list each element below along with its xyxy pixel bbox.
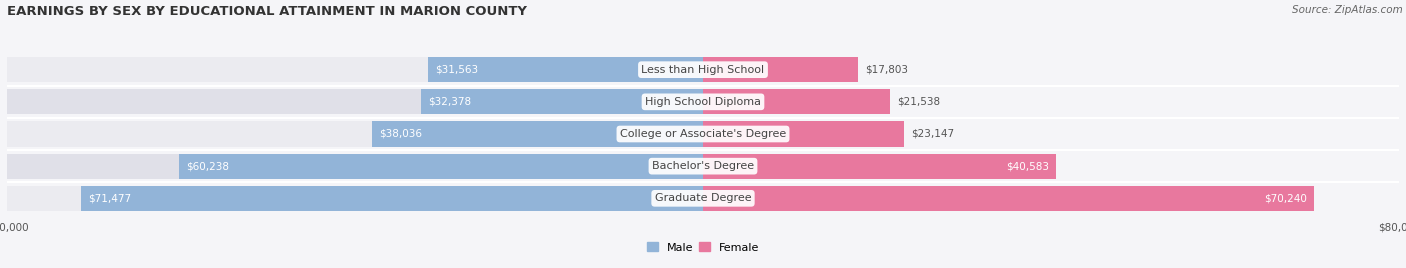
Bar (7, 57, 703, 82)
Text: Source: ZipAtlas.com: Source: ZipAtlas.com (1292, 5, 1403, 15)
Text: $32,378: $32,378 (429, 97, 471, 107)
Bar (703, 121, 904, 147)
Text: $71,477: $71,477 (89, 193, 131, 203)
Text: $23,147: $23,147 (911, 129, 955, 139)
Text: $60,238: $60,238 (186, 161, 229, 171)
Bar (703, 154, 1056, 179)
Bar (429, 57, 703, 82)
Text: Bachelor's Degree: Bachelor's Degree (652, 161, 754, 171)
Text: $21,538: $21,538 (897, 97, 941, 107)
Text: $31,563: $31,563 (436, 65, 478, 75)
Text: $70,240: $70,240 (1264, 193, 1308, 203)
Text: $17,803: $17,803 (865, 65, 908, 75)
Bar (7, 154, 703, 179)
Bar (179, 154, 703, 179)
Bar (7, 186, 703, 211)
Bar (703, 57, 858, 82)
Text: High School Diploma: High School Diploma (645, 97, 761, 107)
Text: EARNINGS BY SEX BY EDUCATIONAL ATTAINMENT IN MARION COUNTY: EARNINGS BY SEX BY EDUCATIONAL ATTAINMEN… (7, 5, 527, 18)
Text: Less than High School: Less than High School (641, 65, 765, 75)
Text: Graduate Degree: Graduate Degree (655, 193, 751, 203)
Text: $40,583: $40,583 (1007, 161, 1049, 171)
Bar (703, 186, 1315, 211)
Bar (373, 121, 703, 147)
Bar (7, 89, 703, 114)
Bar (7, 121, 703, 147)
Legend: Male, Female: Male, Female (643, 238, 763, 257)
Bar (422, 89, 703, 114)
Bar (82, 186, 703, 211)
Text: College or Associate's Degree: College or Associate's Degree (620, 129, 786, 139)
Bar (703, 89, 890, 114)
Text: $38,036: $38,036 (380, 129, 422, 139)
